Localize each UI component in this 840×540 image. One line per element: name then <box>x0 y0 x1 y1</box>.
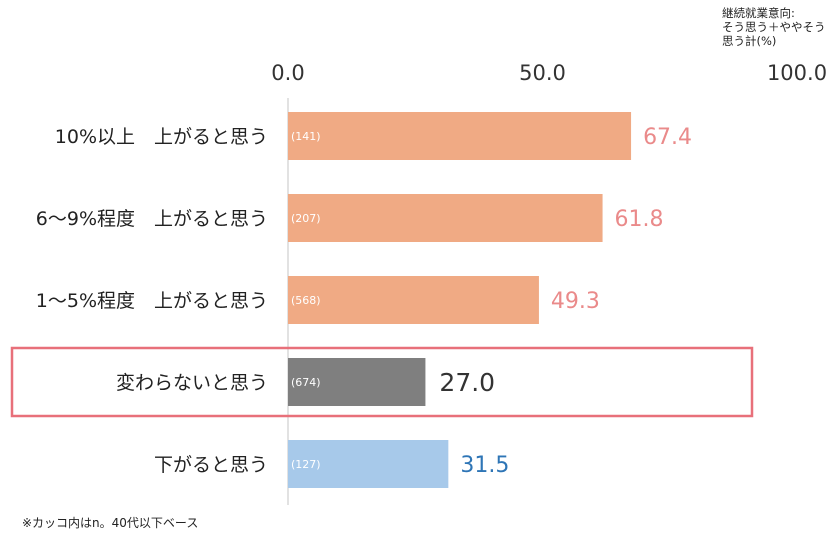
n-label: (568) <box>291 294 321 307</box>
x-tick-label: 100.0 <box>767 61 827 85</box>
bar <box>288 276 539 324</box>
n-label: (207) <box>291 212 321 225</box>
n-label: (127) <box>291 458 321 471</box>
bar <box>288 358 426 406</box>
value-label: 67.4 <box>643 125 692 150</box>
category-label: 10%以上 上がると思う <box>55 126 268 148</box>
x-tick-label: 50.0 <box>519 61 566 85</box>
n-label: (141) <box>291 130 321 143</box>
highlight-box <box>10 346 754 418</box>
footnote: ※カッコ内はn。40代以下ベース <box>22 516 199 530</box>
bar <box>288 112 632 160</box>
category-label: 6～9%程度 上がると思う <box>36 208 268 230</box>
n-label: (674) <box>291 376 321 389</box>
value-label: 27.0 <box>439 368 495 397</box>
value-label: 31.5 <box>460 453 509 478</box>
value-label: 61.8 <box>615 207 664 232</box>
x-tick-label: 0.0 <box>271 61 304 85</box>
value-label: 49.3 <box>551 289 600 314</box>
bar <box>288 440 449 488</box>
category-label: 変わらないと思う <box>116 372 268 394</box>
chart-title: 継続就業意向: そう思う＋ややそう 思う計(%) <box>722 6 826 48</box>
category-label: 下がると思う <box>154 454 268 476</box>
bar <box>288 194 603 242</box>
category-label: 1～5%程度 上がると思う <box>36 290 268 312</box>
